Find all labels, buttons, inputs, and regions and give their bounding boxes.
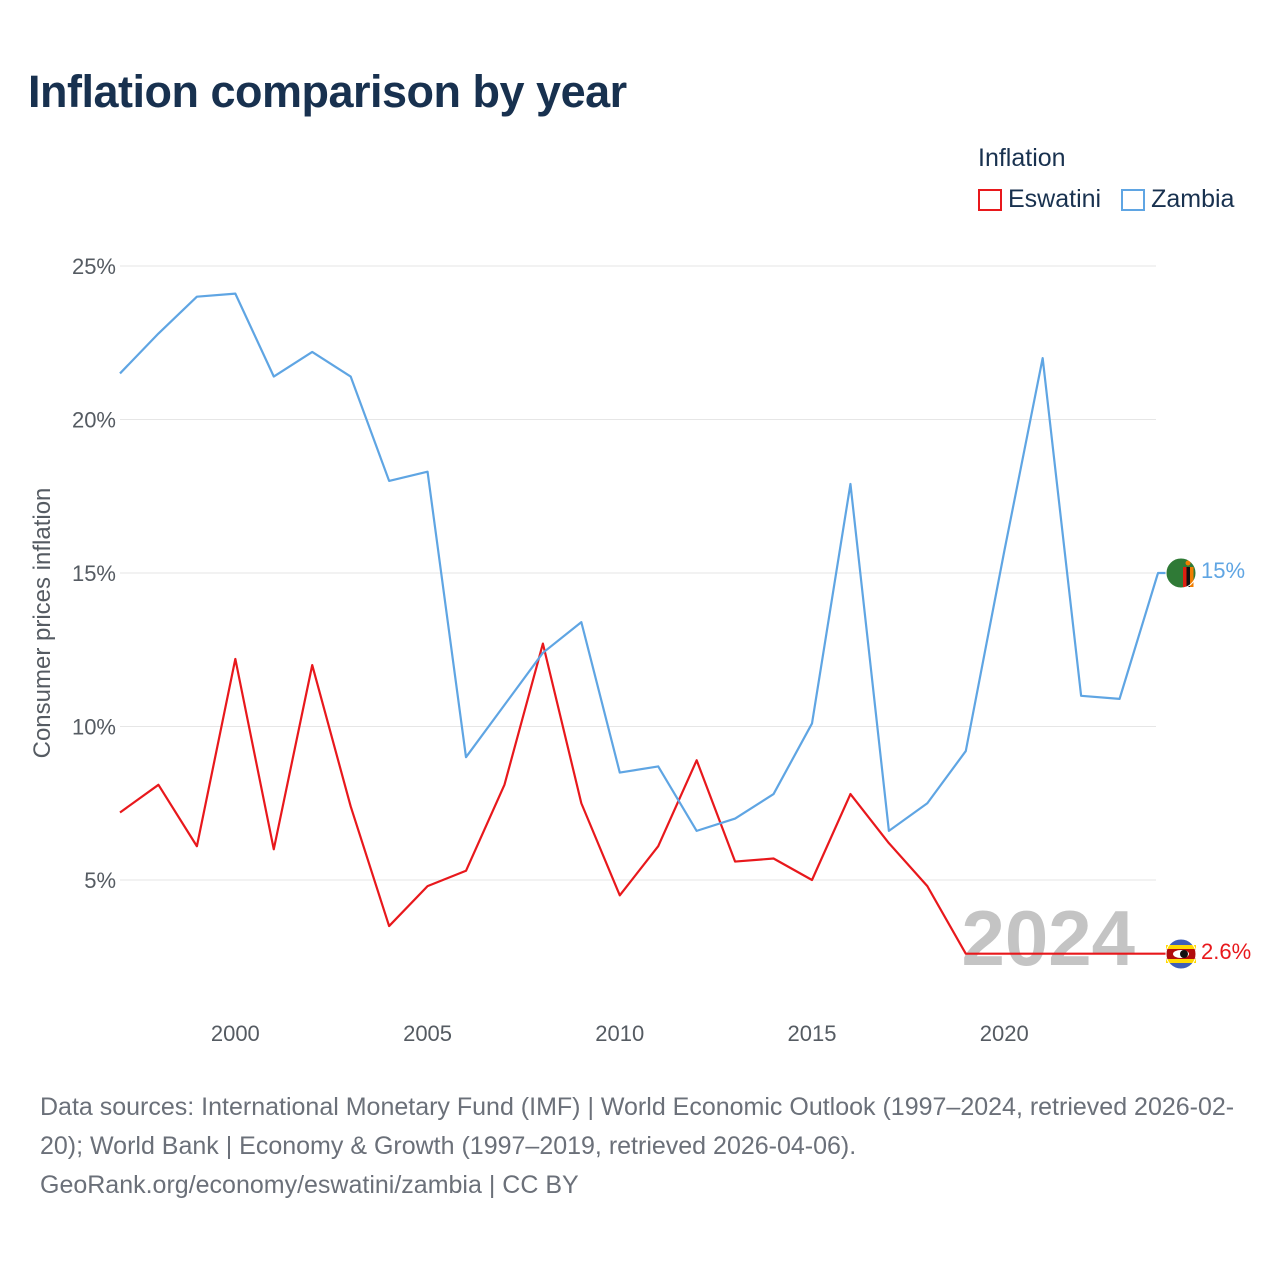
legend-title: Inflation <box>978 144 1066 172</box>
eswatini-flag-icon <box>1165 938 1197 970</box>
x-axis-ticks: 2000 2005 2010 2015 2020 <box>211 1021 1029 1046</box>
x-tick-label-2005: 2005 <box>403 1021 452 1046</box>
y-axis-label: Consumer prices inflation <box>29 488 56 759</box>
legend-label-zambia: Zambia <box>1151 185 1235 213</box>
eswatini-end-label: 2.6% <box>1201 939 1251 964</box>
zambia-end-label: 15% <box>1201 558 1245 583</box>
y-tick-label-10: 10% <box>72 715 116 740</box>
series-line-zambia <box>119 292 1166 832</box>
gridlines <box>120 265 1156 881</box>
legend-label-eswatini: Eswatini <box>1008 185 1102 213</box>
legend: Inflation Eswatini Zambia <box>978 144 1234 214</box>
y-tick-label-5: 5% <box>84 868 116 893</box>
zambia-swatch <box>1121 188 1146 211</box>
eswatini-swatch <box>978 188 1002 211</box>
y-tick-label-15: 15% <box>72 561 116 586</box>
y-tick-label-25: 25% <box>72 254 116 279</box>
chart-title: Inflation comparison by year <box>28 66 627 117</box>
source-text: Data sources: International Monetary Fun… <box>40 1093 1235 1160</box>
x-tick-label-2020: 2020 <box>980 1021 1029 1046</box>
y-axis-ticks: 5% 10% 15% 20% 25% <box>72 254 116 893</box>
year-watermark: 2024 <box>961 894 1135 982</box>
end-markers: 15% 2.6% <box>1165 557 1251 970</box>
x-tick-label-2000: 2000 <box>211 1021 260 1046</box>
source-note: Data sources: International Monetary Fun… <box>40 1088 1245 1205</box>
series-lines <box>119 292 1166 955</box>
zambia-flag-icon <box>1165 557 1197 589</box>
source-link[interactable]: GeoRank.org/economy/eswatini/zambia | CC… <box>40 1171 579 1199</box>
legend-item-zambia[interactable]: Zambia <box>1121 185 1234 214</box>
y-tick-label-20: 20% <box>72 408 116 433</box>
x-tick-label-2010: 2010 <box>595 1021 644 1046</box>
x-tick-label-2015: 2015 <box>788 1021 837 1046</box>
series-line-eswatini <box>119 642 1166 955</box>
legend-item-eswatini[interactable]: Eswatini <box>978 185 1101 214</box>
